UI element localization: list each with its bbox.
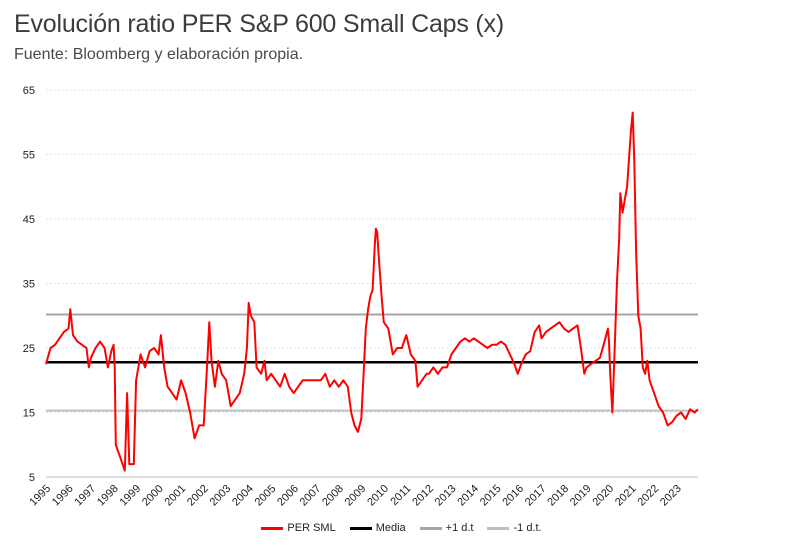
reference-lines (46, 313, 698, 412)
series (45, 111, 699, 472)
legend-item: +1 d.t (419, 522, 474, 534)
x-axis: 1995199619971998199920002001200220032004… (27, 476, 698, 509)
y-tick-label: 55 (23, 150, 35, 162)
x-tick-label: 2020 (590, 483, 616, 509)
x-tick-label: 2002 (185, 483, 211, 509)
legend-swatch (261, 526, 284, 530)
x-tick-label: 2017 (523, 483, 549, 509)
legend-label: +1 d.t (445, 522, 474, 534)
legend-item: Media (349, 522, 406, 534)
x-tick-label: 2021 (613, 483, 639, 509)
x-tick-label: 2014 (455, 483, 481, 509)
y-tick-label: 45 (23, 214, 35, 226)
x-tick-label: 1996 (50, 483, 76, 509)
x-tick-label: 2008 (320, 483, 346, 509)
y-tick-label: 25 (23, 343, 35, 355)
x-tick-label: 2022 (635, 483, 661, 509)
x-tick-label: 2023 (658, 483, 684, 509)
x-tick-label: 1997 (72, 483, 98, 509)
legend-label: Media (375, 522, 406, 534)
legend-label: -1 d.t. (513, 522, 542, 534)
x-tick-label: 2003 (208, 483, 234, 509)
legend: PER SML Media +1 d.t -1 d.t. (0, 522, 803, 534)
x-tick-label: 2001 (163, 483, 189, 509)
x-tick-label: 2013 (433, 483, 459, 509)
legend-label: PER SML (287, 522, 336, 534)
x-tick-label: 2009 (343, 483, 369, 509)
x-tick-label: 2011 (388, 483, 413, 508)
x-tick-label: 2016 (500, 483, 526, 509)
x-tick-label: 2006 (275, 483, 301, 509)
chart-subtitle: Fuente: Bloomberg y elaboración propia. (14, 46, 304, 63)
y-tick-label: 15 (23, 408, 35, 420)
x-tick-label: 2018 (545, 483, 571, 509)
chart-title: Evolución ratio PER S&P 600 Small Caps (… (14, 10, 504, 38)
legend-swatch (487, 526, 510, 530)
x-tick-label: 2015 (478, 483, 504, 509)
x-tick-label: 2019 (568, 483, 594, 509)
legend-item: PER SML (261, 522, 336, 534)
x-tick-label: 1999 (118, 483, 144, 509)
x-tick-label: 2000 (140, 483, 166, 509)
series-line-per-sml (45, 111, 699, 472)
x-tick-label: 2012 (410, 483, 436, 509)
x-tick-label: 2007 (298, 483, 324, 509)
x-tick-label: 2005 (253, 483, 279, 509)
x-tick-label: 2004 (230, 483, 256, 509)
x-tick-label: 1998 (95, 483, 121, 509)
y-axis: 5 15 25 35 45 55 65 (23, 85, 35, 484)
y-tick-label: 35 (23, 279, 35, 291)
legend-swatch (349, 526, 372, 530)
x-tick-label: 2010 (365, 483, 391, 509)
x-tick-label: 1995 (27, 483, 53, 509)
y-tick-label: 65 (23, 85, 35, 97)
y-tick-label: 5 (29, 472, 35, 484)
legend-swatch (419, 526, 442, 530)
legend-item: -1 d.t. (487, 522, 542, 534)
